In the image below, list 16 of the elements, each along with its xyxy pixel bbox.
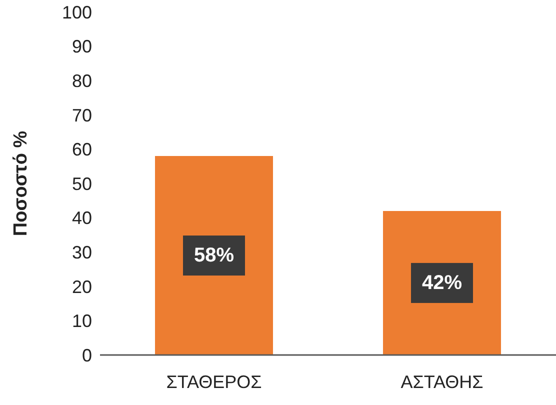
y-tick-label: 20	[72, 276, 92, 297]
x-tick-label: ΑΣΤΑΘΗΣ	[400, 372, 484, 392]
y-tick-label: 0	[82, 345, 92, 366]
y-tick-label: 100	[62, 2, 92, 22]
y-tick-label: 30	[72, 242, 92, 262]
y-tick-label: 70	[72, 105, 92, 126]
x-tick-label: ΣΤΑΘΕΡΟΣ	[166, 372, 262, 392]
y-tick-label: 90	[72, 36, 92, 57]
y-tick-label: 80	[72, 70, 92, 91]
data-label: 42%	[422, 272, 462, 294]
data-label: 58%	[194, 244, 234, 267]
y-tick-label: 10	[72, 311, 92, 332]
y-tick-label: 40	[72, 208, 92, 228]
y-axis-title: Ποσοστό %	[10, 130, 32, 236]
y-tick-label: 50	[72, 174, 92, 194]
y-tick-label: 60	[72, 140, 92, 160]
